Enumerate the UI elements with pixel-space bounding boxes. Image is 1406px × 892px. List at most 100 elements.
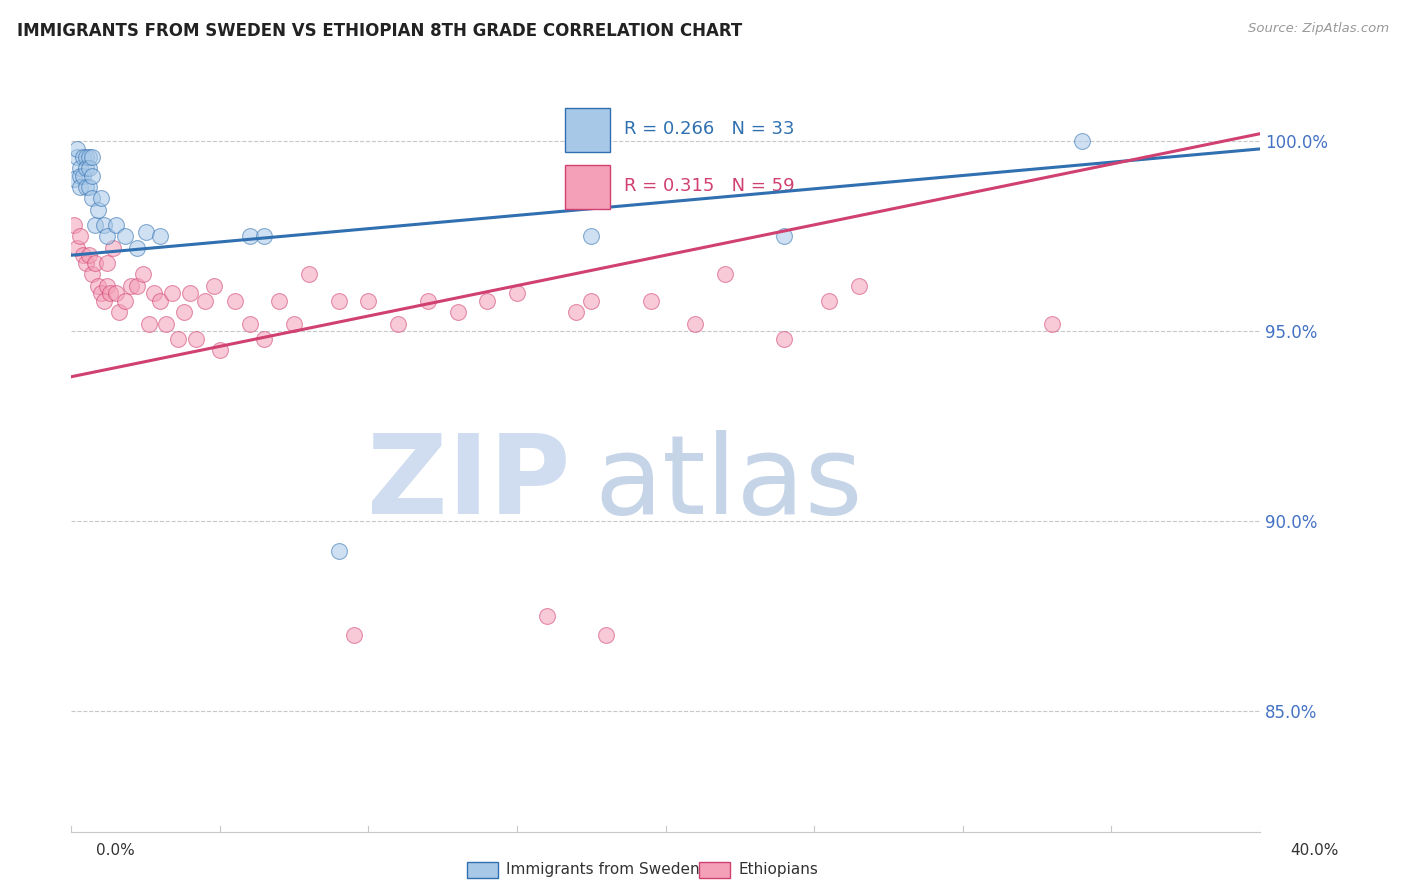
Point	[253, 229, 276, 244]
Point	[66, 149, 89, 163]
Point	[328, 293, 350, 308]
Point	[283, 317, 305, 331]
Text: ZIP: ZIP	[367, 430, 571, 537]
Point	[77, 149, 100, 163]
Point	[77, 180, 100, 194]
Point	[773, 229, 796, 244]
Point	[72, 248, 94, 262]
Point	[87, 202, 110, 217]
Point	[90, 286, 112, 301]
Point	[77, 161, 100, 175]
Point	[565, 305, 588, 319]
Point	[184, 332, 207, 346]
Point	[1040, 317, 1063, 331]
Point	[101, 241, 124, 255]
Point	[69, 180, 91, 194]
Point	[93, 293, 115, 308]
Point	[387, 317, 409, 331]
Point	[536, 609, 558, 624]
Point	[96, 229, 118, 244]
Point	[104, 218, 127, 232]
Point	[80, 149, 103, 163]
Point	[125, 278, 148, 293]
Point	[75, 256, 97, 270]
Point	[416, 293, 439, 308]
Point	[202, 278, 225, 293]
Point	[253, 332, 276, 346]
Point	[581, 293, 603, 308]
Point	[63, 218, 86, 232]
Text: 0.0%: 0.0%	[96, 843, 135, 858]
Text: 40.0%: 40.0%	[1291, 843, 1339, 858]
Point	[84, 218, 107, 232]
Point	[238, 317, 260, 331]
Point	[238, 229, 260, 244]
Point	[328, 544, 350, 558]
Point	[143, 286, 166, 301]
Point	[107, 305, 129, 319]
Point	[77, 248, 100, 262]
Point	[848, 278, 870, 293]
Point	[96, 278, 118, 293]
Point	[173, 305, 195, 319]
Point	[131, 267, 153, 281]
Point	[104, 286, 127, 301]
Point	[96, 256, 118, 270]
Point	[80, 267, 103, 281]
Point	[66, 241, 89, 255]
Point	[125, 241, 148, 255]
Text: Source: ZipAtlas.com: Source: ZipAtlas.com	[1249, 22, 1389, 36]
Point	[342, 628, 364, 642]
Point	[685, 317, 707, 331]
Point	[194, 293, 217, 308]
Point	[506, 286, 529, 301]
Point	[93, 218, 115, 232]
Point	[208, 343, 231, 358]
Point	[75, 161, 97, 175]
Point	[1308, 780, 1330, 794]
Point	[357, 293, 380, 308]
Point	[135, 226, 157, 240]
Bar	[565, 165, 610, 209]
Point	[87, 278, 110, 293]
Text: R = 0.315   N = 59: R = 0.315 N = 59	[624, 177, 794, 195]
Point	[120, 278, 142, 293]
Point	[69, 229, 91, 244]
Text: R = 0.266   N = 33: R = 0.266 N = 33	[624, 120, 794, 138]
Point	[773, 332, 796, 346]
Point	[179, 286, 201, 301]
Bar	[565, 108, 610, 152]
Point	[167, 332, 190, 346]
Point	[80, 169, 103, 183]
Point	[298, 267, 321, 281]
Point	[63, 172, 86, 186]
Point	[640, 293, 662, 308]
Point	[75, 180, 97, 194]
Point	[84, 256, 107, 270]
Point	[69, 169, 91, 183]
Point	[581, 229, 603, 244]
Point	[75, 149, 97, 163]
Point	[66, 142, 89, 156]
Text: atlas: atlas	[595, 430, 863, 537]
Text: Immigrants from Sweden: Immigrants from Sweden	[506, 863, 700, 877]
Point	[114, 293, 136, 308]
Text: Ethiopians: Ethiopians	[738, 863, 818, 877]
Point	[477, 293, 499, 308]
Point	[72, 169, 94, 183]
Point	[162, 286, 184, 301]
Point	[72, 149, 94, 163]
Point	[138, 317, 160, 331]
Point	[80, 191, 103, 205]
Point	[98, 286, 121, 301]
Point	[149, 293, 172, 308]
Point	[1070, 134, 1092, 148]
Point	[69, 161, 91, 175]
Point	[595, 628, 617, 642]
Point	[446, 305, 468, 319]
Point	[269, 293, 291, 308]
Point	[90, 191, 112, 205]
Text: IMMIGRANTS FROM SWEDEN VS ETHIOPIAN 8TH GRADE CORRELATION CHART: IMMIGRANTS FROM SWEDEN VS ETHIOPIAN 8TH …	[17, 22, 742, 40]
Point	[114, 229, 136, 244]
Point	[224, 293, 246, 308]
